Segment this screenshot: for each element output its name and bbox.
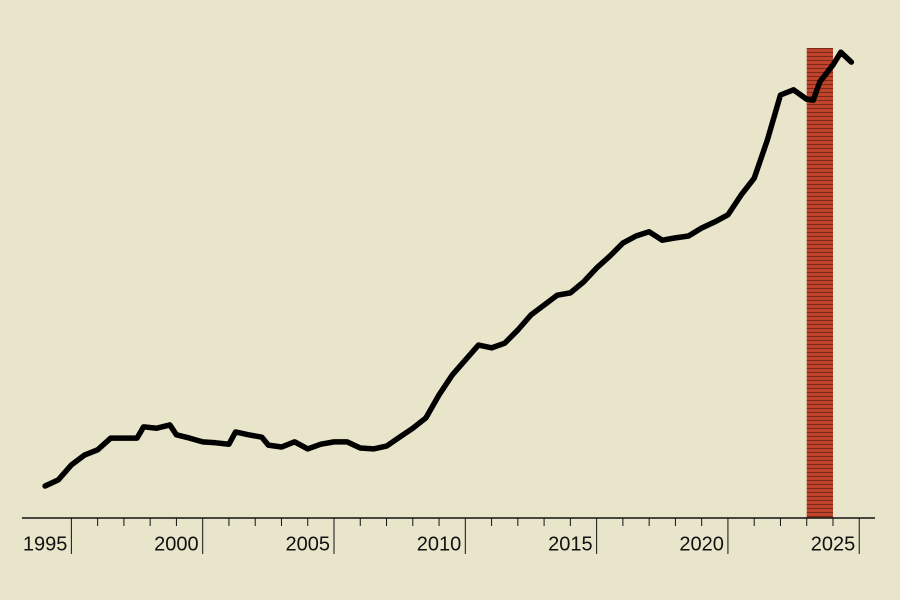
x-tick-label: 2025 xyxy=(811,533,856,555)
x-tick-label: 2000 xyxy=(154,533,199,555)
line xyxy=(42,49,855,489)
x-tick-label: 2015 xyxy=(548,533,593,555)
x-tick-label: 2010 xyxy=(417,533,462,555)
x-tick-label: 2020 xyxy=(679,533,724,555)
x-tick-label: 2005 xyxy=(285,533,330,555)
x-tick-label: 1995 xyxy=(23,533,68,555)
highlight-band xyxy=(806,48,833,518)
